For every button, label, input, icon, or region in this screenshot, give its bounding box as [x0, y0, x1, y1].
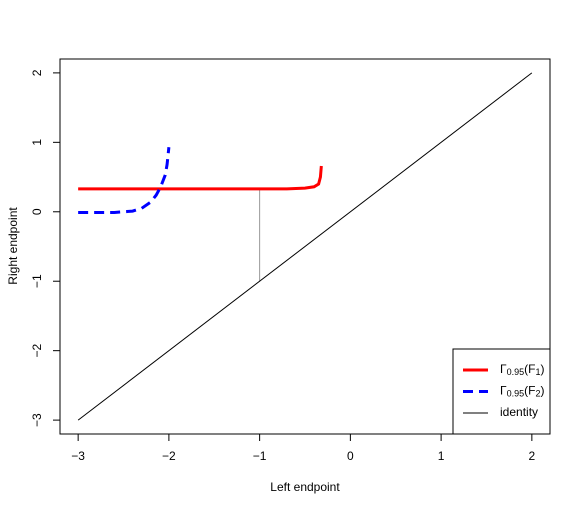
- x-tick-label: 1: [438, 449, 445, 463]
- legend-label: Γ0.95(F1): [500, 362, 544, 377]
- x-tick-label: −1: [253, 449, 267, 463]
- x-tick-label: −3: [71, 449, 85, 463]
- legend: Γ0.95(F1)Γ0.95(F2)identity: [452, 348, 551, 435]
- y-axis-label: Right endpoint: [6, 207, 20, 285]
- legend-label-part: 0.95: [507, 389, 525, 399]
- y-tick-label: 0: [30, 208, 44, 215]
- series-line: [78, 147, 171, 214]
- legend-label-part: ): [540, 362, 544, 376]
- plot-frame: [59, 58, 551, 435]
- y-tick-label: −1: [30, 274, 44, 288]
- legend-label-part: 0.95: [507, 367, 525, 377]
- legend-label-part: ): [540, 384, 544, 398]
- x-tick-label: 0: [347, 449, 354, 463]
- series-line: [77, 72, 533, 421]
- legend-label-part: 1: [535, 367, 540, 377]
- legend-label-part: Γ: [500, 362, 507, 376]
- y-tick-label: −3: [30, 413, 44, 427]
- x-tick-label: 2: [529, 449, 536, 463]
- legend-label: identity: [500, 405, 538, 419]
- legend-label-part: Γ: [500, 384, 507, 398]
- x-axis-label: Left endpoint: [270, 480, 340, 494]
- legend-label-part: (F: [524, 362, 535, 376]
- y-tick-label: 2: [30, 69, 44, 76]
- legend-label-part: (F: [524, 384, 535, 398]
- y-tick-label: −2: [30, 344, 44, 358]
- legend-label-part: 2: [535, 389, 540, 399]
- x-tick-label: −2: [162, 449, 176, 463]
- legend-label: Γ0.95(F2): [500, 384, 544, 399]
- y-tick-label: 1: [30, 139, 44, 146]
- series-line: [78, 165, 323, 191]
